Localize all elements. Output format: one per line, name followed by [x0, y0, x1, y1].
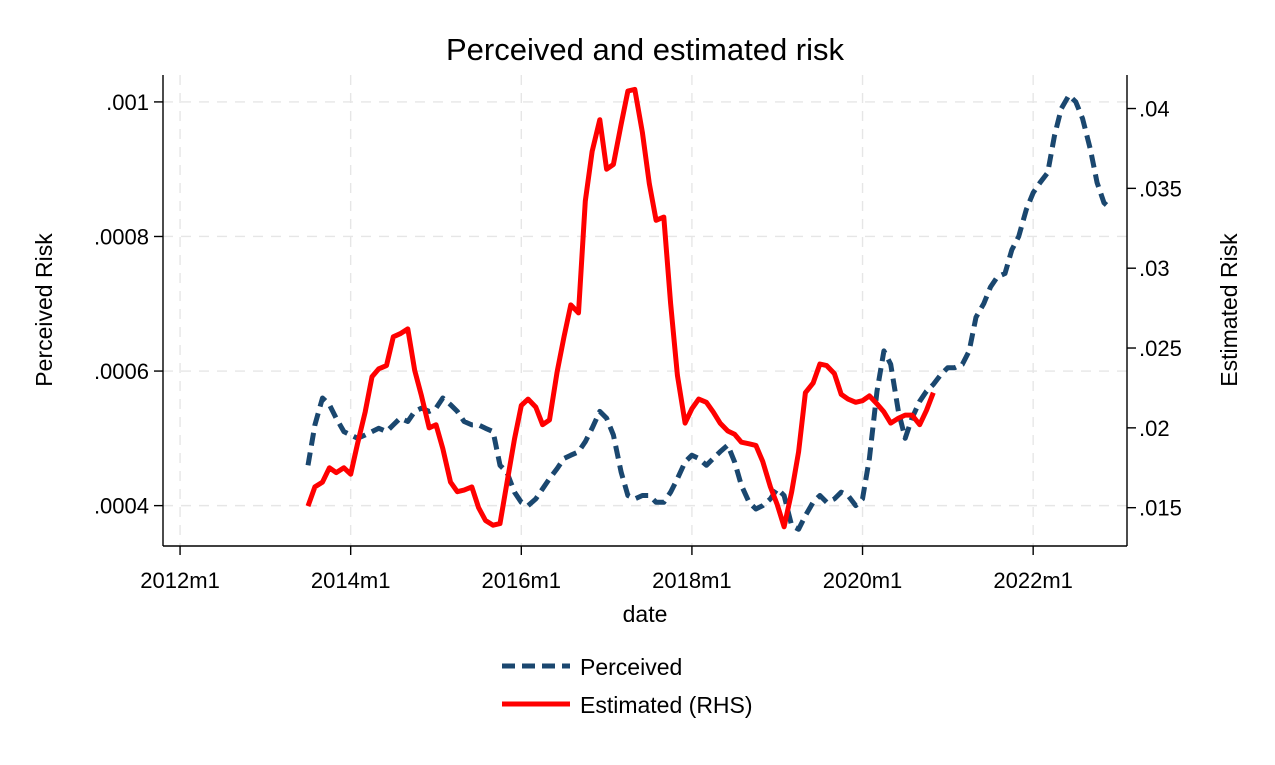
y-right-tick-label: .03	[1139, 256, 1170, 281]
y-right-tick-label: .025	[1139, 336, 1182, 361]
y-left-tick-label: .0006	[94, 359, 149, 384]
y-axis-label-right: Estimated Risk	[1216, 233, 1242, 387]
legend-label-estimated: Estimated (RHS)	[580, 692, 753, 718]
x-axis-label: date	[623, 601, 668, 627]
x-tick-label: 2022m1	[993, 568, 1073, 593]
ticks: 2012m1 2014m1 2016m1 2018m1 2020m1 2022m1 .000…	[94, 90, 1182, 593]
y-right-tick-label: .02	[1139, 416, 1170, 441]
x-tick-label: 2020m1	[823, 568, 903, 593]
chart-title: Perceived and estimated risk	[446, 32, 845, 67]
series-line-estimated	[305, 86, 936, 530]
axes	[162, 75, 1128, 547]
y-right-tick-label: .015	[1139, 496, 1182, 521]
y-axis-label-left: Perceived Risk	[31, 233, 57, 387]
y-left-tick-label: .001	[106, 90, 149, 115]
series	[305, 86, 1114, 532]
y-right-tick-label: .035	[1139, 176, 1182, 201]
y-left-tick-label: .0008	[94, 224, 149, 249]
x-tick-label: 2014m1	[311, 568, 391, 593]
grid	[163, 75, 1127, 546]
legend: Perceived Estimated (RHS)	[502, 654, 753, 718]
y-right-tick-label: .04	[1139, 97, 1170, 122]
y-left-tick-label: .0004	[94, 494, 149, 519]
series-line-perceived	[305, 92, 1114, 532]
x-tick-label: 2016m1	[482, 568, 562, 593]
x-tick-label: 2012m1	[140, 568, 220, 593]
x-tick-label: 2018m1	[652, 568, 732, 593]
legend-label-perceived: Perceived	[580, 654, 682, 680]
